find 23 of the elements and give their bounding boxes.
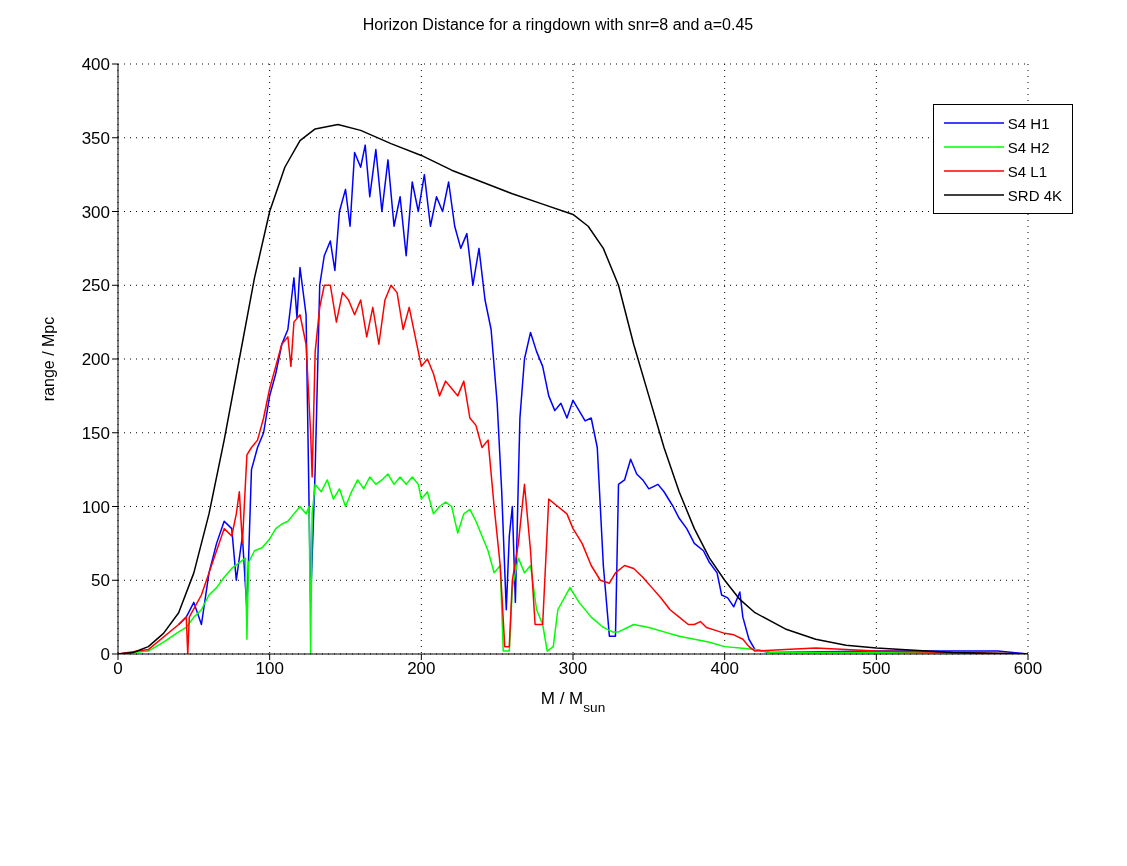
y-tick-label: 100 bbox=[81, 497, 110, 517]
x-axis-title: M / M$_{sun}$ bbox=[540, 689, 606, 715]
y-axis-title: range / Mpc bbox=[39, 316, 57, 402]
x-tick-label: 600 bbox=[1013, 659, 1043, 679]
y-tick-label: 50 bbox=[91, 571, 110, 591]
x-tick-label: 500 bbox=[862, 659, 891, 679]
x-tick-label: 300 bbox=[558, 659, 588, 679]
legend-label: SRD 4K bbox=[1007, 186, 1062, 204]
y-tick-label: 150 bbox=[81, 423, 110, 443]
y-tick-label: 250 bbox=[81, 276, 110, 296]
x-tick-label: 400 bbox=[710, 659, 739, 679]
legend-label: S4 L1 bbox=[1007, 162, 1048, 180]
x-tick-label: 200 bbox=[407, 659, 436, 679]
x-tick-label: 0 bbox=[113, 659, 123, 679]
chart-title: Horizon Distance for a ringdown with snr=8 and a=0.45 bbox=[361, 15, 755, 34]
y-tick-label: 400 bbox=[81, 55, 110, 75]
y-tick-label: 350 bbox=[81, 128, 110, 148]
y-tick-label: 200 bbox=[81, 350, 110, 370]
legend-label: S4 H2 bbox=[1007, 138, 1050, 156]
legend-label: S4 H1 bbox=[1007, 114, 1050, 132]
x-tick-label: 100 bbox=[255, 659, 284, 679]
y-tick-label: 0 bbox=[100, 645, 110, 665]
y-tick-label: 300 bbox=[81, 202, 110, 222]
